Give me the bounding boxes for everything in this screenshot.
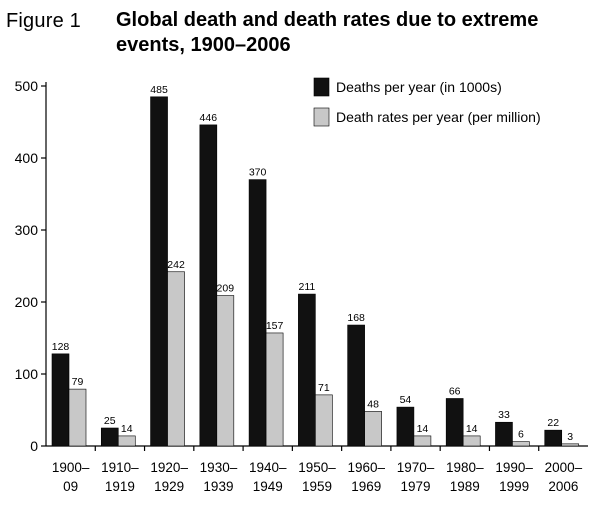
data-label-deaths: 211 [298, 281, 315, 293]
bar-death-rates [68, 388, 87, 447]
data-label-deaths: 33 [498, 409, 510, 421]
x-tick-label-line1: 1900– [52, 460, 90, 475]
data-label-death-rates: 3 [567, 431, 573, 443]
bar-death-rates [265, 332, 284, 447]
bar-deaths [298, 293, 316, 447]
x-tick-label-line1: 1970– [397, 460, 435, 475]
bar-death-rates [167, 271, 185, 447]
bar-death-rates [216, 295, 235, 447]
data-label-death-rates: 79 [72, 376, 84, 388]
x-tick-label-line2: 1939 [203, 479, 233, 494]
x-tick-label-line1: 1910– [101, 460, 139, 475]
x-tick-label-line2: 1929 [154, 479, 184, 494]
data-label-death-rates: 14 [121, 423, 133, 435]
bar-deaths [150, 96, 168, 447]
bar-death-rates [561, 443, 580, 447]
legend-swatch [313, 107, 330, 127]
data-label-death-rates: 209 [217, 283, 235, 295]
x-tick-label-line2: 2006 [548, 479, 578, 494]
data-label-death-rates: 14 [466, 423, 478, 435]
y-tick-label: 500 [15, 78, 39, 94]
x-tick-label-line2: 1959 [302, 479, 332, 494]
y-tick-label: 0 [30, 438, 38, 454]
data-label-deaths: 54 [400, 394, 412, 406]
x-tick-label-line1: 1980– [446, 460, 484, 475]
x-tick-label-line1: 1950– [298, 460, 336, 475]
data-label-deaths: 446 [200, 112, 218, 124]
data-label-death-rates: 14 [417, 423, 429, 435]
bar-deaths [199, 124, 218, 447]
chart-title: Global death and death rates due to extr… [116, 9, 539, 56]
data-label-deaths: 128 [52, 341, 70, 353]
x-tick-label-line2: 1969 [351, 479, 381, 494]
bar-deaths [544, 429, 563, 447]
bar-deaths [396, 406, 415, 447]
bar-death-rates [413, 435, 432, 447]
x-tick-label-line1: 2000– [545, 460, 583, 475]
bar-deaths [100, 427, 119, 447]
x-tick-label-line1: 1940– [249, 460, 287, 475]
x-tick-label-line1: 1930– [200, 460, 238, 475]
data-label-deaths: 66 [449, 385, 461, 397]
data-label-deaths: 168 [347, 312, 365, 324]
bar-death-rates [117, 435, 136, 447]
data-label-death-rates: 6 [518, 429, 524, 441]
bar-deaths [347, 324, 365, 447]
x-tick-label-line1: 1990– [495, 460, 533, 475]
x-tick-label-line1: 1960– [347, 460, 385, 475]
bar-deaths [248, 179, 267, 447]
bar-deaths [51, 353, 70, 447]
x-tick-label-line2: 1919 [105, 479, 135, 494]
y-tick-label: 300 [15, 222, 39, 238]
x-tick-label-line2: 1999 [499, 479, 529, 494]
data-label-death-rates: 48 [367, 398, 379, 410]
bar-deaths [445, 398, 464, 447]
x-tick-label-line1: 1920– [150, 460, 188, 475]
data-label-deaths: 22 [547, 417, 559, 429]
legend-label: Death rates per year (per million) [336, 109, 541, 125]
bar-death-rates [364, 411, 382, 447]
data-label-death-rates: 71 [318, 382, 330, 394]
bar-death-rates [315, 394, 333, 447]
x-tick-label-line2: 1949 [253, 479, 283, 494]
x-tick-label-line2: 09 [63, 479, 78, 494]
legend-swatch [313, 77, 330, 97]
data-label-deaths: 25 [104, 415, 116, 427]
data-label-death-rates: 242 [167, 259, 185, 271]
y-tick-label: 100 [15, 366, 39, 382]
legend-label: Deaths per year (in 1000s) [336, 79, 502, 95]
figure-label: Figure 1 [6, 10, 81, 32]
bar-death-rates [512, 441, 530, 447]
data-label-deaths: 370 [249, 167, 267, 179]
y-tick-label: 400 [15, 150, 39, 166]
y-tick-label: 200 [15, 294, 39, 310]
x-tick-label-line2: 1989 [450, 479, 480, 494]
data-label-death-rates: 157 [266, 320, 284, 332]
bar-death-rates [462, 435, 481, 447]
data-label-deaths: 485 [150, 84, 168, 96]
bar-deaths [495, 421, 513, 447]
x-tick-label-line2: 1979 [401, 479, 431, 494]
